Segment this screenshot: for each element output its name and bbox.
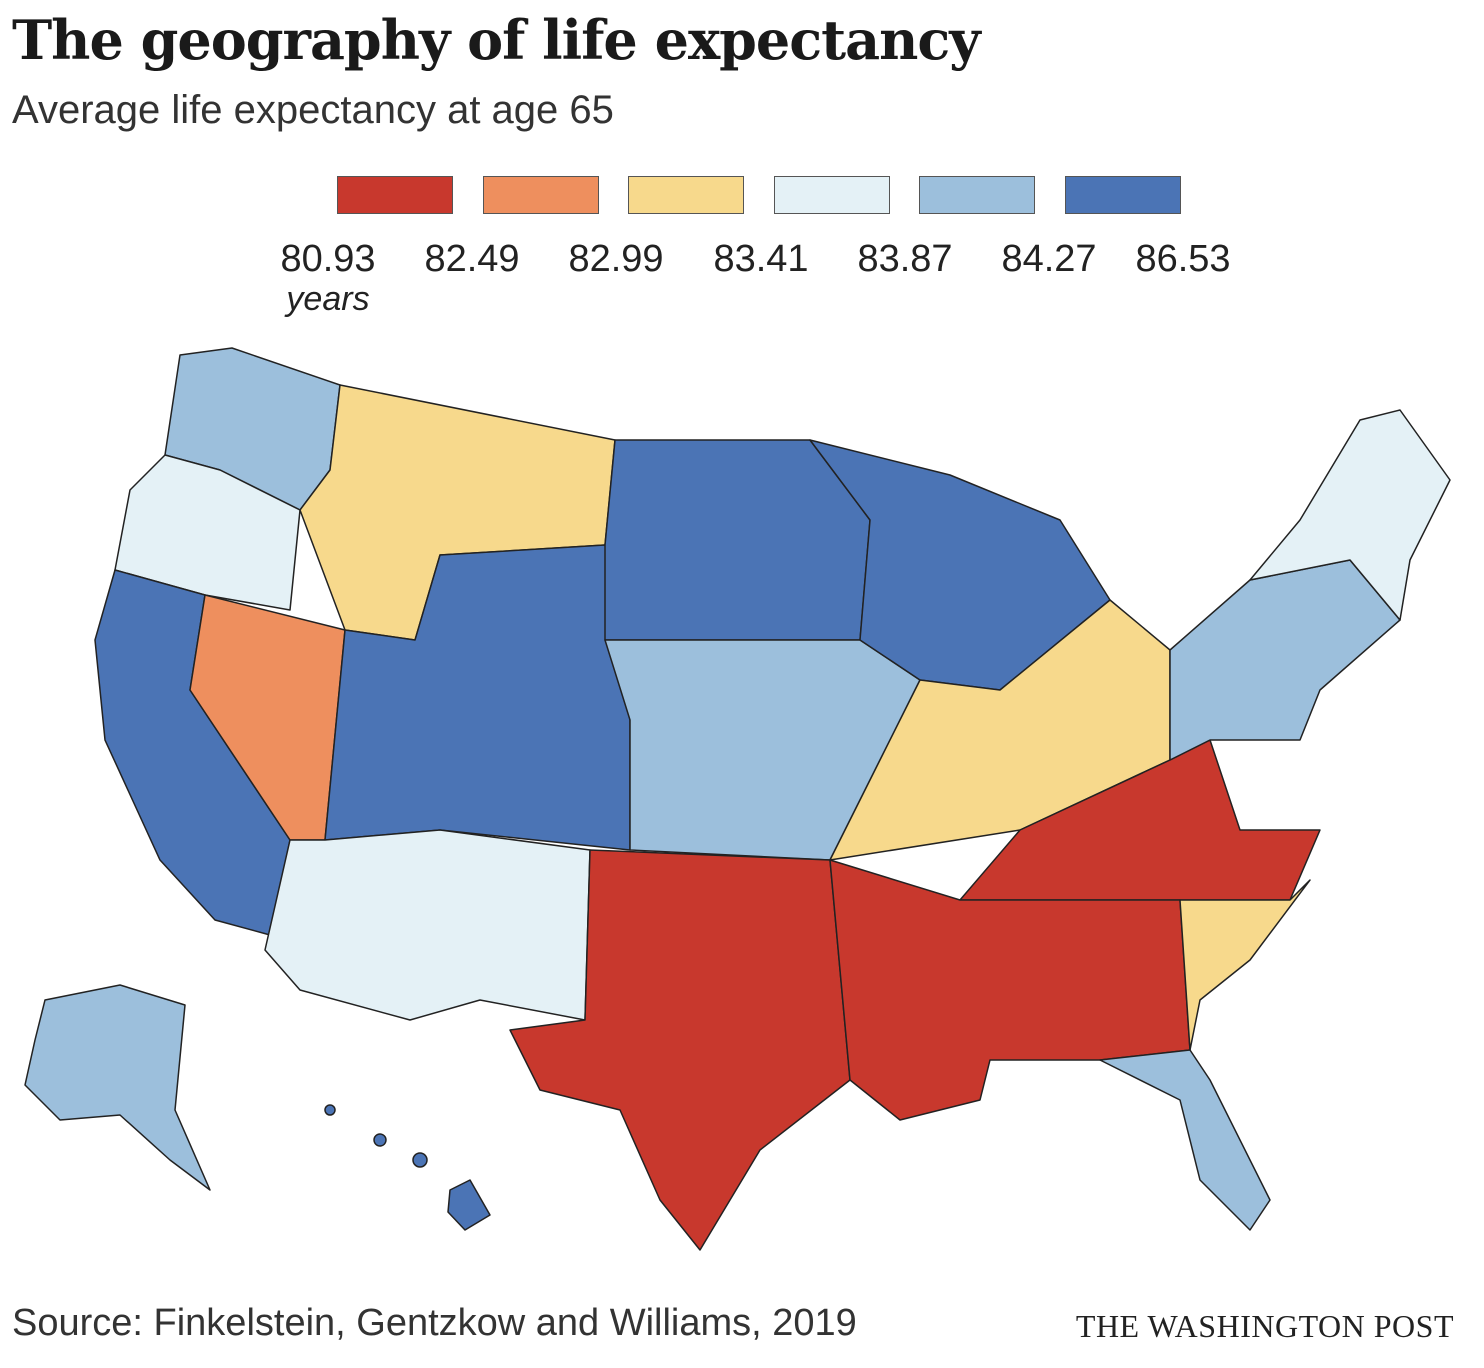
region-hawaii (447, 1179, 491, 1231)
legend-swatch-4 (774, 176, 890, 214)
chart-title: The geography of life expectancy (12, 8, 981, 72)
region-southeast-coast (1179, 879, 1311, 1051)
publisher-credit: THE WASHINGTON POST (1075, 1308, 1454, 1344)
color-legend: 80.93 82.49 82.99 83.41 83.87 84.27 86.5… (0, 0, 1484, 330)
chart-subtitle: Average life expectancy at age 65 (12, 88, 614, 132)
legend-swatch-5 (919, 176, 1035, 214)
legend-break-3: 82.99 (568, 238, 664, 280)
legend-unit: years (286, 280, 370, 318)
source-note: Source: Finkelstein, Gentzkow and Willia… (12, 1302, 857, 1344)
legend-swatch-1 (337, 176, 453, 214)
region-hawaii-islet-2 (373, 1133, 387, 1147)
region-florida (1099, 1049, 1271, 1231)
legend-break-5: 83.87 (857, 238, 953, 280)
region-northeast (1169, 559, 1401, 761)
legend-swatch-3 (628, 176, 744, 214)
legend-break-2: 82.49 (424, 238, 520, 280)
us-county-map (24, 347, 1451, 1251)
legend-swatch-6 (1065, 176, 1181, 214)
region-northern-plains (604, 439, 871, 641)
region-new-england (1249, 409, 1451, 621)
legend-break-4: 83.41 (713, 238, 809, 280)
region-hawaii-islet-3 (412, 1152, 428, 1168)
legend-break-7: 86.53 (1135, 238, 1231, 280)
legend-break-6: 84.27 (1001, 238, 1097, 280)
legend-swatch-2 (483, 176, 599, 214)
region-west-coast-north (114, 454, 301, 611)
region-alaska (24, 984, 211, 1191)
legend-break-1: 80.93 (280, 238, 376, 280)
region-deep-south (829, 859, 1191, 1121)
region-southwest (264, 829, 591, 1021)
region-hawaii-islet-1 (324, 1104, 336, 1116)
